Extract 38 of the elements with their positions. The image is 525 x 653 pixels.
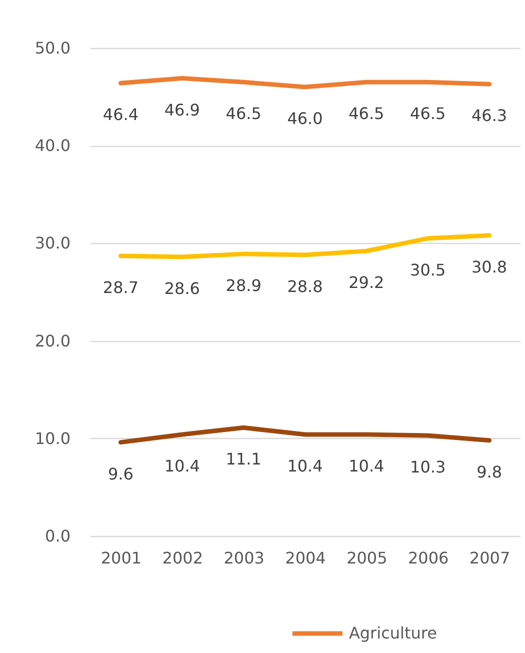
data-label: 46.5	[348, 104, 384, 124]
y-tick-label: 20.0	[34, 331, 70, 350]
y-tick-label: 30.0	[34, 234, 70, 253]
data-label: 28.6	[164, 278, 200, 298]
x-tick-label: 2007	[469, 548, 510, 568]
y-tick-label: 40.0	[34, 136, 70, 156]
data-label: 30.5	[410, 260, 446, 280]
data-label: 28.9	[226, 276, 262, 295]
data-label: 46.3	[471, 106, 508, 126]
data-label: 28.7	[102, 278, 139, 297]
data-label: 46.0	[287, 109, 323, 128]
data-label: 9.8	[476, 462, 502, 482]
data-label: 46.9	[164, 100, 200, 120]
x-tick-label: 2002	[162, 548, 203, 568]
line-series	[118, 425, 492, 445]
data-label: 10.3	[410, 457, 446, 476]
data-label: 46.5	[226, 104, 262, 124]
data-label: 9.6	[108, 464, 134, 484]
data-label: 10.4	[287, 456, 323, 476]
y-tick-label: 0.0	[45, 526, 70, 546]
x-tick-label: 2006	[408, 548, 449, 568]
data-label: 11.1	[226, 450, 262, 469]
data-label: 30.8	[471, 257, 508, 276]
data-label: 46.5	[410, 104, 446, 124]
y-tick-label: 10.0	[34, 428, 70, 448]
x-tick-label: 2005	[346, 548, 388, 568]
y-tick-label: 50.0	[34, 38, 70, 58]
x-tick-label: 2004	[285, 548, 326, 568]
data-label: 46.4	[102, 105, 139, 124]
data-label: 28.8	[287, 276, 323, 296]
x-tick-label: 2003	[224, 548, 264, 568]
data-label: 10.4	[164, 456, 200, 476]
line-series	[118, 76, 492, 90]
line-series	[118, 233, 492, 260]
x-tick-label: 2001	[100, 548, 142, 568]
data-label: 29.2	[348, 273, 384, 292]
legend-label: Agriculture	[348, 624, 437, 642]
data-label: 10.4	[348, 456, 384, 476]
